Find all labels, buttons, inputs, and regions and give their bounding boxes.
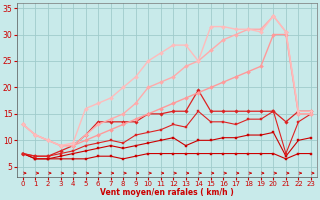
- X-axis label: Vent moyen/en rafales ( km/h ): Vent moyen/en rafales ( km/h ): [100, 188, 234, 197]
